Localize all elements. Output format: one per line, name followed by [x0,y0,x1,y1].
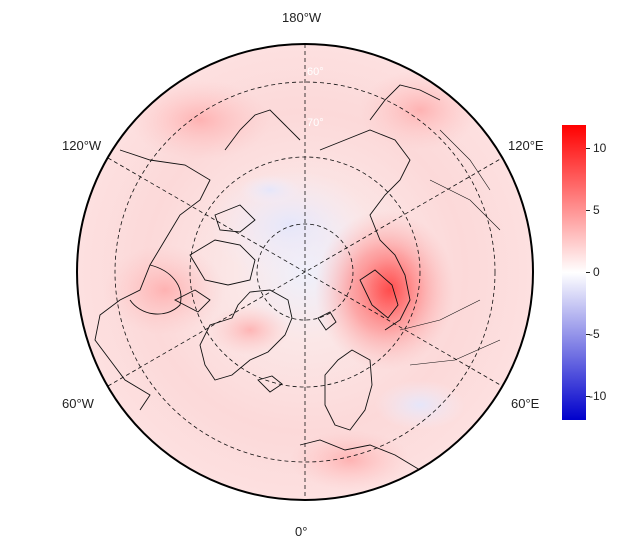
colorbar-tickmark-neg10 [586,396,590,397]
lat-label-70: 70° [307,117,324,129]
lon-label-upper-right: 120°E [508,138,544,153]
colorbar-tick-5: 5 [593,203,600,217]
latitude-circle-60 [114,81,496,463]
lon-label-lower-left: 60°W [62,396,94,411]
lat-label-60: 60° [307,66,324,78]
meridian-120 [107,157,503,387]
canadian-archipelago [174,204,256,313]
greenland-outline [199,289,293,381]
colorbar-tick-0: 0 [593,265,600,279]
graticule [107,44,503,500]
hudson-bay [129,264,182,315]
colorbar-tick-10: 10 [593,141,607,155]
eurasia-borders [399,129,501,366]
alaska-coast [224,109,301,151]
kamchatka [369,84,441,121]
lon-label-top: 180°W [282,10,322,25]
colorbar-tickmark-neg5 [586,334,590,335]
colorbar-tick-neg10: -10 [589,389,607,403]
lon-label-upper-left: 120°W [62,138,102,153]
colorbar-tickmark-5 [586,210,590,211]
svalbard [317,311,337,331]
lon-label-lower-right: 60°E [511,396,540,411]
map-border [76,43,534,501]
lon-label-bottom: 0° [295,524,308,539]
colorbar-tickmark-0 [586,272,590,273]
novaya-zemlya [359,269,399,319]
colorbar [562,125,586,420]
iceland [257,375,283,393]
scandinavia [324,349,373,431]
siberia-coast [319,129,411,331]
colorbar-tickmark-10 [586,148,590,149]
north-america-coast [94,149,211,411]
latitude-circle-80 [256,223,354,321]
colorbar-tick-neg5: -5 [589,327,600,341]
coastlines [94,84,501,471]
